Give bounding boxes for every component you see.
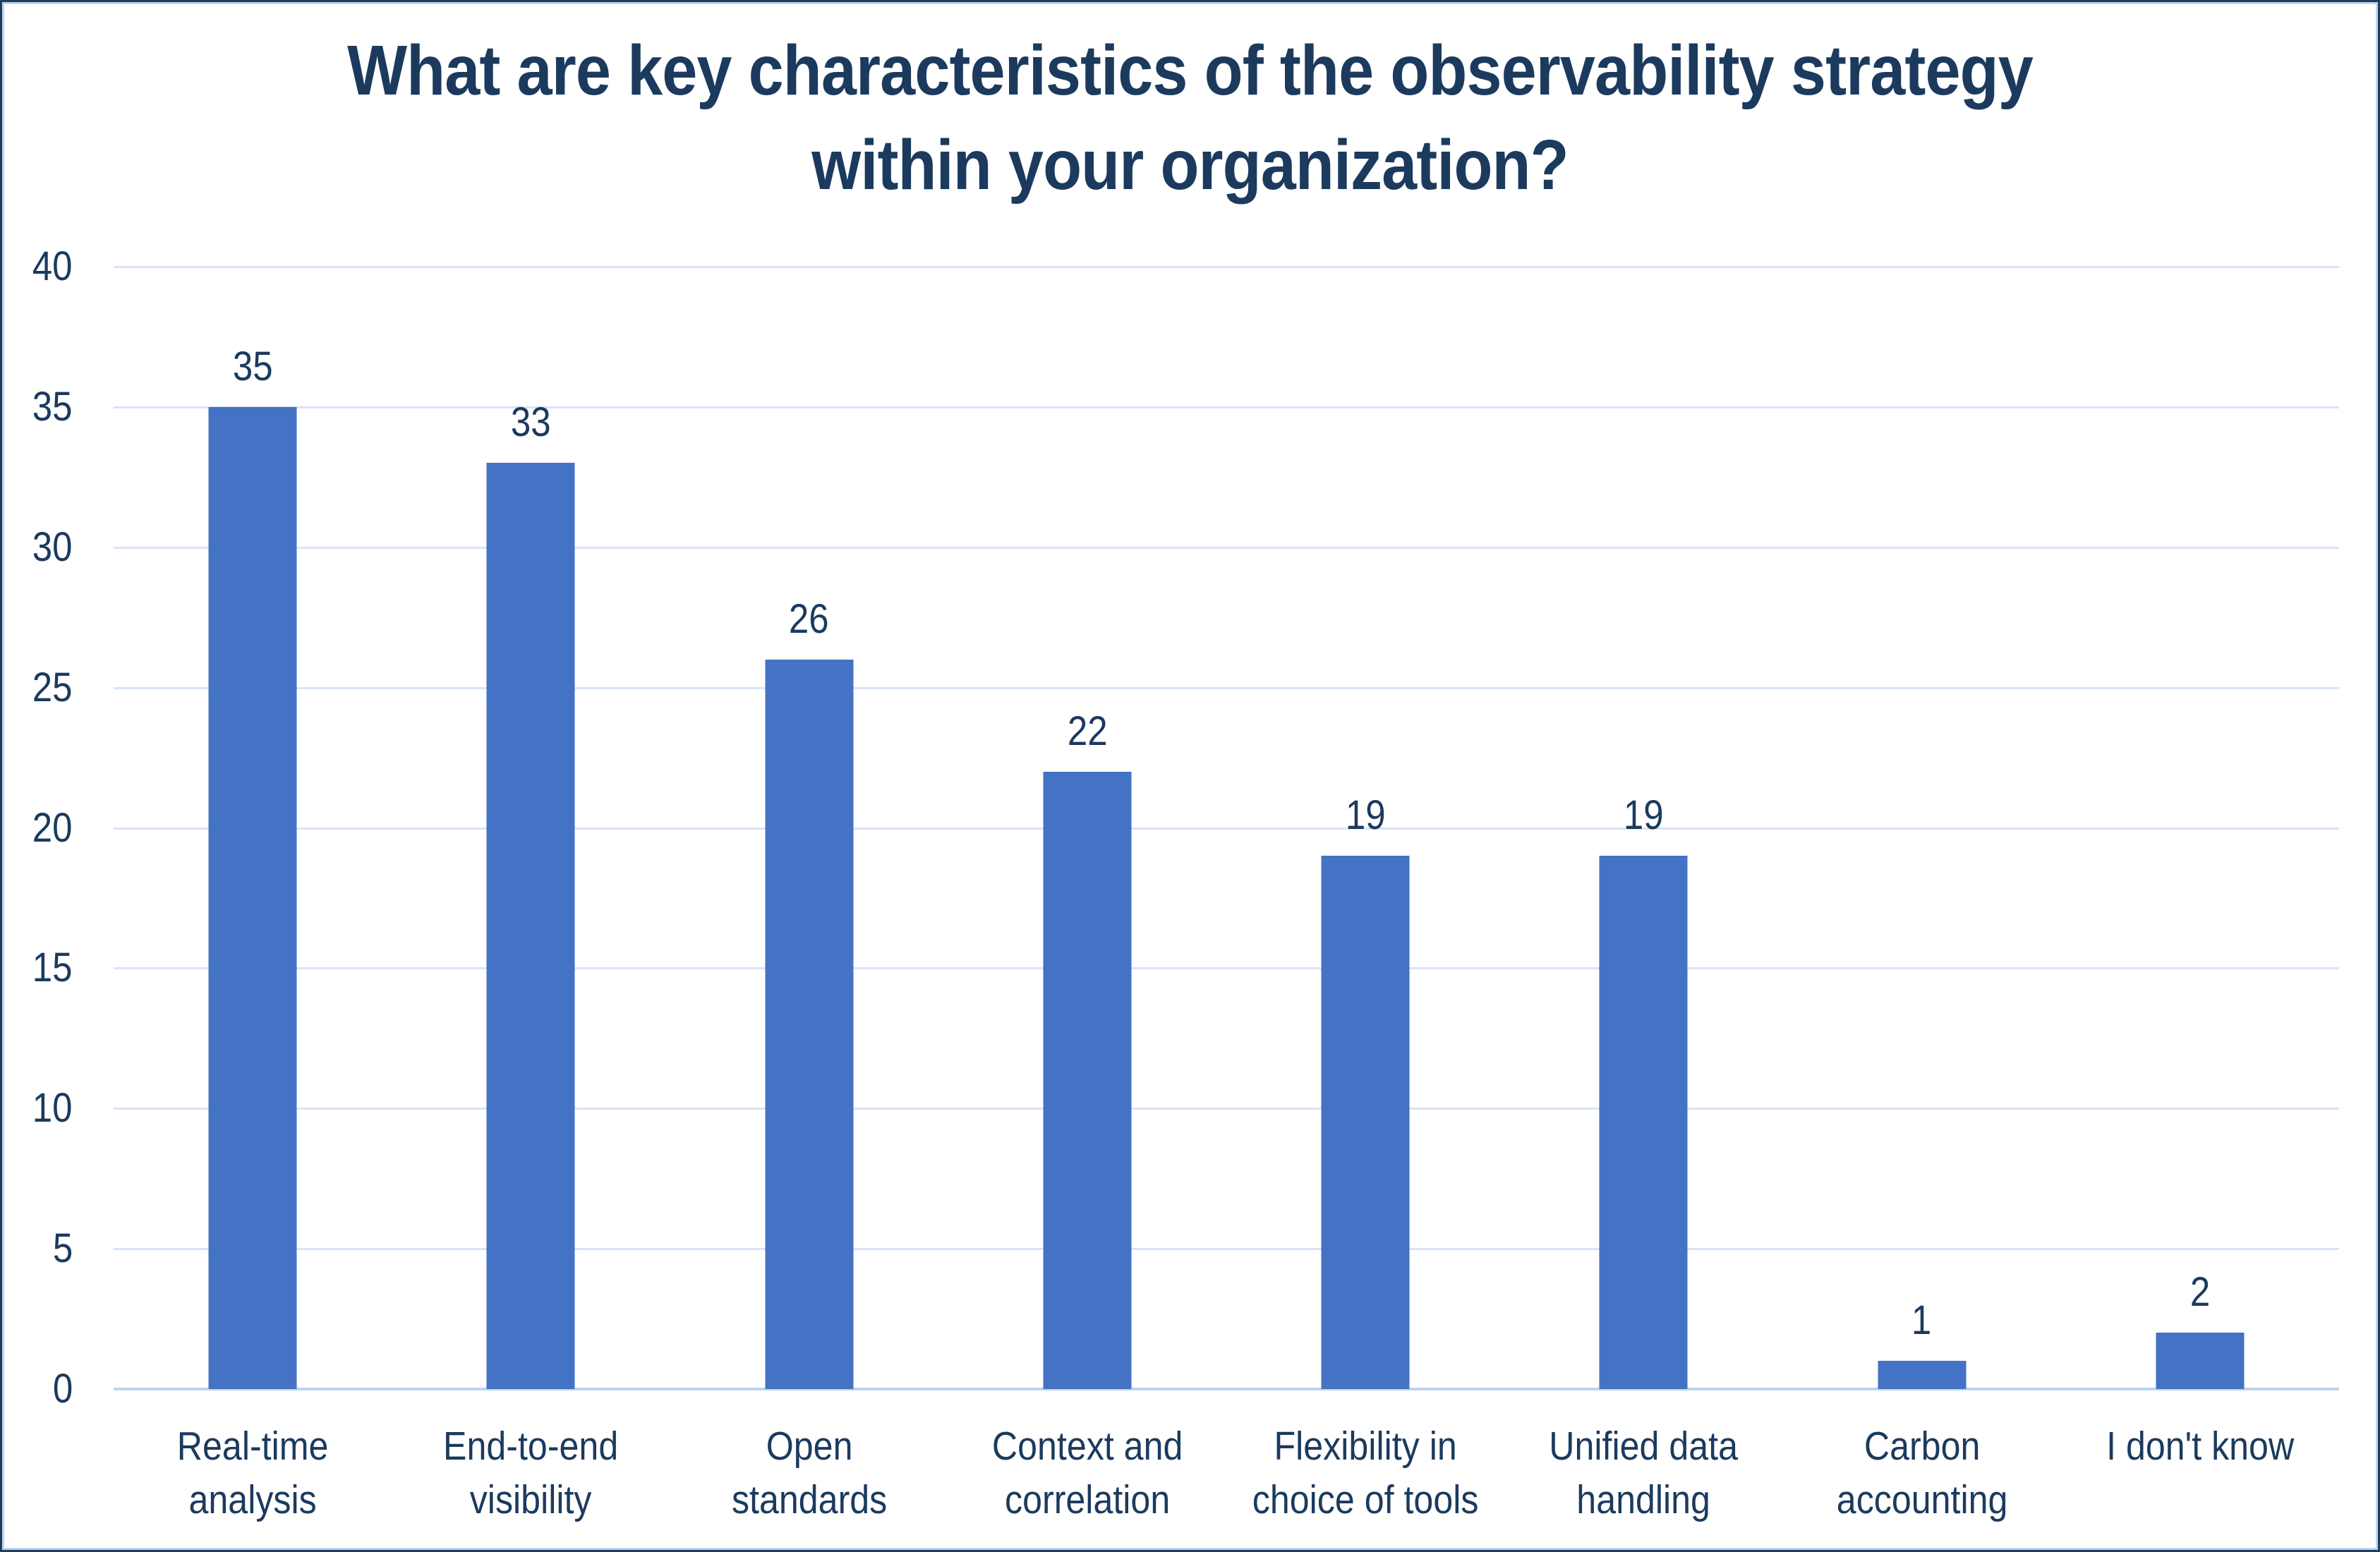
- y-tick-label: 0: [52, 1366, 73, 1412]
- gridline: [114, 546, 2339, 549]
- category-label-real-time-analysis: Real-time analysis: [176, 1424, 329, 1522]
- category-label-i-dont-know: I don't know: [2106, 1424, 2294, 1469]
- bars-layer: 35 33 26 22 19 19: [114, 267, 2339, 1389]
- bar-open-standards[interactable]: [765, 659, 854, 1389]
- chart-title-line1: What are key characteristics of the obse…: [347, 31, 2034, 110]
- bar-carbon-accounting[interactable]: [1878, 1361, 1967, 1389]
- category-column: 19: [1226, 267, 1504, 1389]
- category-column: 22: [948, 267, 1226, 1389]
- bar-value-label: 19: [1345, 792, 1386, 839]
- y-tick-label: 40: [32, 243, 73, 289]
- bar-flexibility-in-choice-of-tools[interactable]: [1321, 856, 1410, 1389]
- category-label-unified-data-handling: Unified data handling: [1549, 1424, 1739, 1522]
- gridlines-layer: [114, 266, 2339, 1390]
- bar-i-dont-know[interactable]: [2156, 1333, 2245, 1389]
- category-column: 2: [2061, 267, 2339, 1389]
- bar-value-label: 35: [232, 343, 273, 389]
- y-tick-label: 20: [32, 804, 73, 851]
- bar-real-time-analysis[interactable]: [208, 406, 297, 1389]
- category-label-carbon-accounting: Carbon accounting: [1836, 1424, 2007, 1522]
- category-label-context-and-correlation: Context and correlation: [991, 1424, 1183, 1522]
- gridline: [114, 686, 2339, 689]
- chart-title: What are key characteristics of the obse…: [121, 23, 2259, 212]
- y-tick-label: 25: [32, 664, 73, 710]
- bar-unified-data-handling[interactable]: [1599, 856, 1688, 1389]
- y-tick-label: 30: [32, 523, 73, 570]
- bar-end-to-end-visibility[interactable]: [486, 463, 575, 1389]
- category-label-open-standards: Open standards: [731, 1424, 887, 1522]
- category-column: 26: [670, 267, 948, 1389]
- chart-title-line2: within your organization?: [811, 126, 1569, 205]
- gridline: [114, 406, 2339, 408]
- x-axis-line: [114, 1388, 2339, 1390]
- category-label-end-to-end-visibility: End-to-end visibility: [443, 1424, 619, 1522]
- category-column: 35: [114, 267, 392, 1389]
- bar-value-label: 2: [2189, 1269, 2211, 1316]
- gridline: [114, 967, 2339, 970]
- bar-value-label: 22: [1067, 708, 1108, 754]
- gridline: [114, 827, 2339, 830]
- category-column: 1: [1783, 267, 2061, 1389]
- plot-area: 35 33 26 22 19 19: [114, 266, 2339, 1390]
- y-axis: 0 5 10 15 20 25 30 35 40: [2, 246, 73, 1409]
- y-tick-label: 10: [32, 1085, 73, 1132]
- y-tick-label: 15: [32, 945, 73, 991]
- gridline: [114, 1248, 2339, 1251]
- category-column: 19: [1504, 267, 1782, 1389]
- category-label-flexibility-in-choice-of-tools: Flexibility in choice of tools: [1252, 1424, 1479, 1522]
- category-column: 33: [392, 267, 670, 1389]
- bar-value-label: 33: [510, 399, 551, 446]
- gridline: [114, 1108, 2339, 1110]
- y-tick-label: 35: [32, 383, 73, 430]
- gridline: [114, 266, 2339, 268]
- bar-value-label: 19: [1623, 792, 1664, 839]
- bar-value-label: 26: [789, 595, 830, 642]
- x-axis-labels: Real-time analysis End-to-end visibility…: [114, 1419, 2339, 1527]
- bar-value-label: 1: [1911, 1297, 1932, 1344]
- y-tick-label: 5: [52, 1225, 73, 1272]
- bar-context-and-correlation[interactable]: [1043, 771, 1132, 1389]
